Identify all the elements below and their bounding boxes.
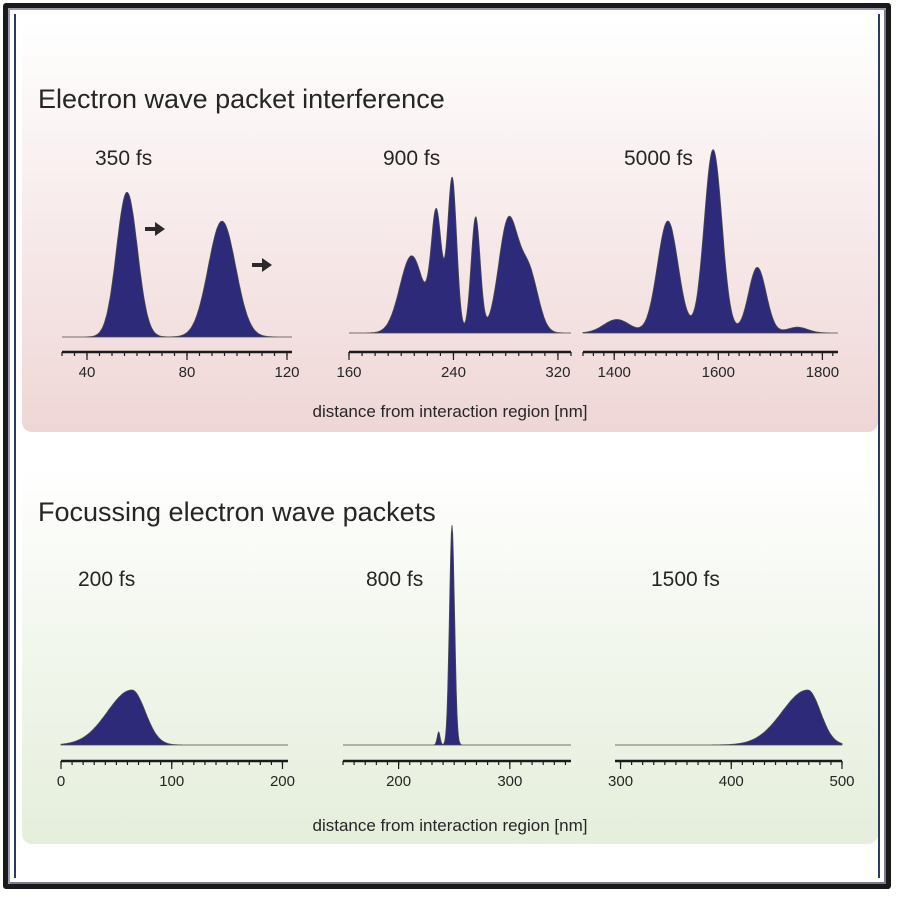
time-label: 900 fs [383,147,440,170]
interference-axis-title: distance from interaction region [nm] [313,402,588,421]
packet-plots: 40 80 120 350 fs 160 240 320 900 fs 1400 1600 1800… [57,147,855,790]
tick-label: 1600 [702,364,735,381]
tick-label: 1400 [598,364,631,381]
tick-label: 120 [274,364,299,381]
panel-200-fs: 0 100 200 200 fs [57,568,295,790]
wave-packet-area [615,689,843,746]
tick-label: 320 [545,364,570,381]
tick-label: 40 [79,364,96,381]
focussing-axis-title: distance from interaction region [nm] [313,816,588,835]
panel-900-fs: 160 240 320 900 fs [336,147,572,381]
focussing-title: Focussing electron wave packets [38,497,436,527]
time-label: 350 fs [95,147,152,170]
tick-label: 300 [497,773,522,790]
wave-packet-area [349,176,571,334]
panel-1500-fs: 300 400 500 1500 fs [608,568,854,790]
tick-label: 0 [57,773,65,790]
arrow-right-icon [145,222,165,236]
wave-packet-area [62,191,292,338]
time-label: 5000 fs [624,147,693,170]
tick-label: 1800 [806,364,839,381]
time-label: 1500 fs [651,568,720,591]
time-label: 800 fs [366,568,423,591]
tick-label: 300 [608,773,633,790]
tick-label: 200 [270,773,295,790]
wave-packet-area [60,689,288,746]
tick-label: 100 [159,773,184,790]
panel-5000-fs: 1400 1600 1800 5000 fs [582,147,839,381]
tick-label: 80 [179,364,196,381]
time-label: 200 fs [78,568,135,591]
frame-border [14,14,880,878]
tick-label: 500 [829,773,854,790]
wave-packet-area [343,524,571,746]
arrow-right-icon [252,258,272,272]
wave-packet-area [582,149,838,334]
panel-350-fs: 40 80 120 350 fs [61,147,300,381]
tick-label: 160 [336,364,361,381]
panel-800-fs: 200 300 800 fs [342,524,571,790]
tick-label: 400 [719,773,744,790]
tick-label: 240 [441,364,466,381]
tick-label: 200 [386,773,411,790]
interference-title: Electron wave packet interference [38,84,445,114]
